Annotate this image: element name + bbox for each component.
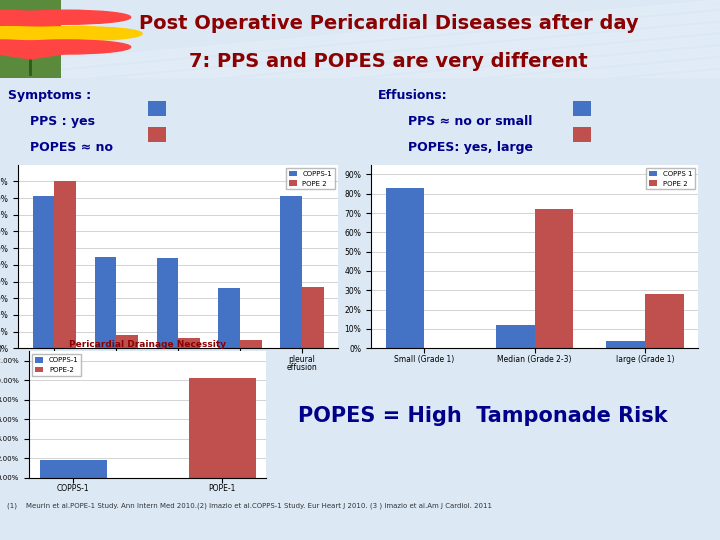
Bar [218, 288, 240, 348]
Polygon shape [504, 0, 720, 78]
Bar [116, 335, 138, 348]
Text: Effusions:: Effusions: [378, 89, 448, 102]
Polygon shape [115, 0, 720, 78]
Polygon shape [0, 0, 720, 78]
Bar [94, 256, 116, 348]
Bar [606, 341, 645, 348]
Bar [189, 379, 256, 478]
Bar [496, 325, 534, 348]
Circle shape [0, 26, 118, 40]
Bar [32, 197, 54, 348]
Circle shape [13, 26, 142, 40]
Text: POPES = High  Tamponade Risk: POPES = High Tamponade Risk [297, 406, 667, 426]
Polygon shape [0, 33, 120, 46]
Text: Post Operative Pericardial Diseases after day: Post Operative Pericardial Diseases afte… [139, 14, 639, 33]
Bar [179, 338, 200, 348]
Polygon shape [374, 0, 720, 78]
Bar [573, 127, 591, 142]
Bar [281, 197, 302, 348]
Text: (1)    Meurin et al.POPE-1 Study. Ann Intern Med 2010.(2) Imazio et al.COPPS-1 S: (1) Meurin et al.POPE-1 Study. Ann Inter… [7, 503, 492, 509]
Polygon shape [0, 47, 108, 59]
Polygon shape [634, 0, 720, 78]
Bar [148, 101, 166, 116]
Bar [148, 127, 166, 142]
Text: POPES ≈ no: POPES ≈ no [30, 140, 113, 153]
Text: PPS : yes: PPS : yes [30, 114, 95, 127]
Bar [156, 258, 179, 348]
Bar [386, 188, 424, 348]
Circle shape [0, 26, 71, 40]
Circle shape [0, 26, 48, 40]
Bar [40, 460, 107, 478]
Text: PPS ≈ no or small: PPS ≈ no or small [408, 114, 532, 127]
Circle shape [1, 40, 131, 54]
Bar [645, 294, 683, 348]
Polygon shape [245, 0, 720, 78]
Title: Pericardial Drainage Necessity: Pericardial Drainage Necessity [69, 340, 226, 349]
Bar [240, 340, 262, 348]
Text: 7: PPS and POPES are very different: 7: PPS and POPES are very different [189, 52, 588, 71]
Circle shape [0, 40, 59, 54]
Text: POPES: yes, large: POPES: yes, large [408, 140, 533, 153]
Legend: COPPS-1, POPE 2: COPPS-1, POPE 2 [286, 168, 335, 190]
Bar [573, 101, 591, 116]
Polygon shape [0, 17, 108, 29]
Bar [54, 181, 76, 348]
FancyBboxPatch shape [0, 0, 61, 78]
Polygon shape [0, 33, 96, 46]
Bar [302, 287, 324, 348]
Legend: COPPS 1, POPE 2: COPPS 1, POPE 2 [646, 168, 695, 190]
Text: Symptoms :: Symptoms : [8, 89, 91, 102]
Polygon shape [0, 0, 720, 78]
Circle shape [0, 10, 59, 24]
Legend: COPPS-1, POPE-2: COPPS-1, POPE-2 [32, 354, 81, 376]
Circle shape [1, 10, 131, 24]
Bar [534, 209, 573, 348]
